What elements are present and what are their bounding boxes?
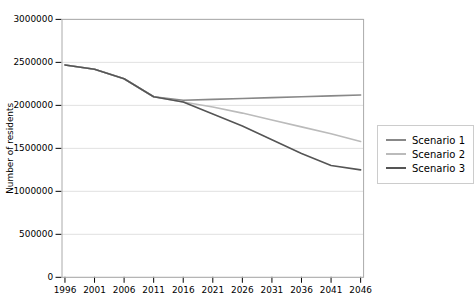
svg-text:2001: 2001 xyxy=(83,285,106,295)
svg-text:2036: 2036 xyxy=(290,285,313,295)
svg-text:0: 0 xyxy=(47,272,53,282)
svg-text:2026: 2026 xyxy=(231,285,254,295)
svg-text:500000: 500000 xyxy=(19,229,53,239)
svg-text:Number of residents: Number of residents xyxy=(5,103,15,194)
svg-text:1000000: 1000000 xyxy=(13,186,53,196)
svg-text:1500000: 1500000 xyxy=(13,143,53,153)
svg-text:1996: 1996 xyxy=(54,285,77,295)
svg-text:2011: 2011 xyxy=(142,285,165,295)
svg-text:3000000: 3000000 xyxy=(13,14,53,24)
svg-text:2016: 2016 xyxy=(172,285,195,295)
svg-text:2000000: 2000000 xyxy=(13,100,53,110)
html-text:Scenario 3: Scenario 3 xyxy=(412,162,465,174)
html-text:Scenario 1: Scenario 1 xyxy=(412,134,465,146)
svg-text:2046: 2046 xyxy=(349,285,372,295)
svg-text:2021: 2021 xyxy=(201,285,224,295)
svg-text:2041: 2041 xyxy=(320,285,343,295)
html-text:Scenario 2: Scenario 2 xyxy=(412,148,465,160)
svg-text:2500000: 2500000 xyxy=(13,57,53,67)
svg-text:2031: 2031 xyxy=(261,285,284,295)
svg-text:2006: 2006 xyxy=(113,285,136,295)
